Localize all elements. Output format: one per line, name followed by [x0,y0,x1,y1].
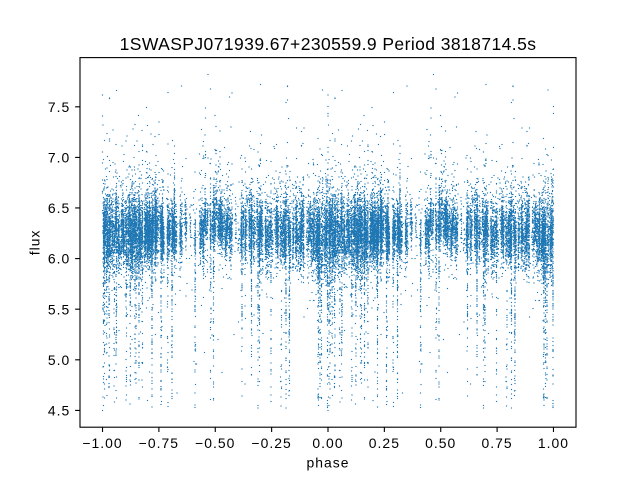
svg-text:0.25: 0.25 [369,435,400,451]
svg-text:0.50: 0.50 [425,435,456,451]
svg-text:−0.25: −0.25 [251,435,291,451]
svg-text:6.5: 6.5 [48,200,70,216]
svg-text:−0.75: −0.75 [139,435,179,451]
svg-text:7.5: 7.5 [48,99,70,115]
svg-text:5.5: 5.5 [48,301,70,317]
svg-text:5.0: 5.0 [48,352,70,368]
svg-text:0.00: 0.00 [312,435,343,451]
svg-text:phase: phase [306,454,349,470]
svg-text:0.75: 0.75 [481,435,512,451]
svg-text:1.00: 1.00 [538,435,569,451]
svg-text:1SWASPJ071939.67+230559.9 Peri: 1SWASPJ071939.67+230559.9 Period 3818714… [120,34,537,54]
svg-text:6.0: 6.0 [48,251,70,267]
svg-text:flux: flux [27,229,43,255]
svg-text:4.5: 4.5 [48,403,70,419]
svg-text:−1.00: −1.00 [82,435,122,451]
svg-text:7.0: 7.0 [48,149,70,165]
svg-text:−0.50: −0.50 [195,435,235,451]
